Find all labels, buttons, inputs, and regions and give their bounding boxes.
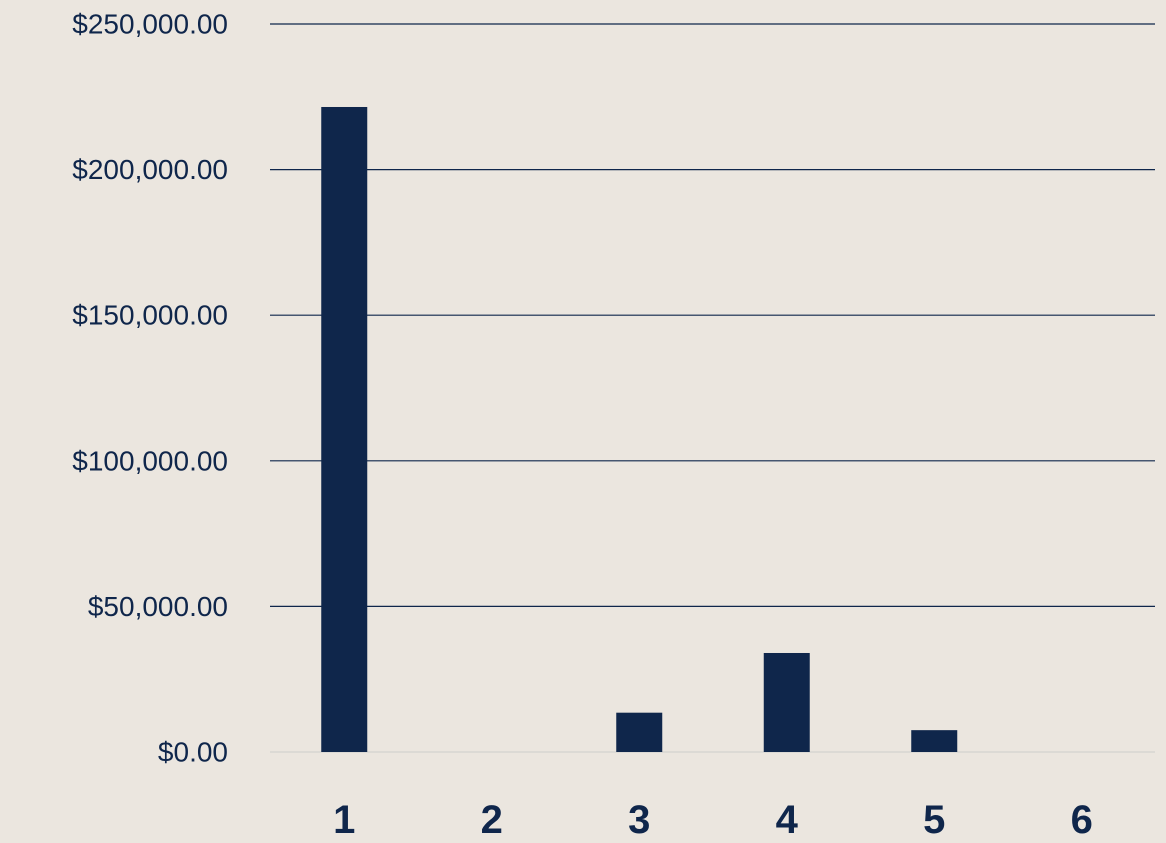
x-tick-label: 1 (333, 798, 355, 842)
y-tick-label: $0.00 (158, 737, 228, 768)
bars (321, 106, 958, 752)
x-tick-label: 4 (776, 798, 799, 842)
x-tick-label: 6 (1071, 798, 1093, 842)
x-tick-label: 2 (481, 798, 503, 842)
y-tick-label: $50,000.00 (88, 591, 228, 622)
bar-3 (616, 712, 663, 752)
x-axis-ticks: 1 2 3 4 5 6 (333, 798, 1093, 842)
gridlines (270, 23, 1155, 753)
bar-4 (763, 652, 810, 752)
bar-5 (911, 730, 958, 752)
y-tick-label: $100,000.00 (72, 445, 228, 476)
bar-1 (321, 106, 368, 752)
y-tick-label: $200,000.00 (72, 154, 228, 185)
y-tick-label: $150,000.00 (72, 300, 228, 331)
y-axis-ticks: $0.00 $50,000.00 $100,000.00 $150,000.00 $20… (72, 9, 228, 768)
x-tick-label: 3 (628, 798, 650, 842)
x-tick-label: 5 (923, 798, 945, 842)
y-tick-label: $250,000.00 (72, 9, 228, 40)
